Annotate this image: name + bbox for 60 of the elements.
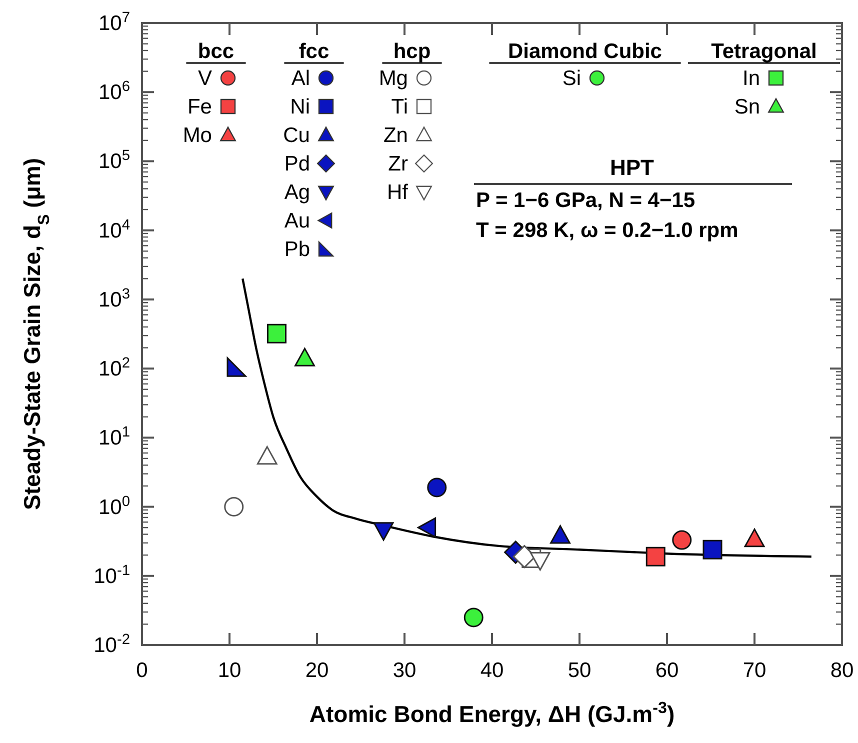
x-tick-label: 40	[480, 659, 504, 682]
x-tick-label: 10	[218, 659, 242, 682]
legend-label: Pd	[284, 152, 310, 176]
x-tick-label: 20	[305, 659, 329, 682]
x-tick-label: 70	[742, 659, 766, 682]
line-series	[242, 278, 812, 558]
legend-label: Au	[284, 210, 310, 232]
y-tick-label: 10$^{6}$	[98, 79, 130, 104]
annotation: bcc	[198, 40, 234, 63]
legend-label: Mg	[378, 67, 408, 90]
point	[267, 324, 286, 344]
point	[550, 525, 570, 544]
y-tick-label: 10$^{0}$	[98, 494, 130, 519]
legend-label: Zr	[388, 152, 408, 176]
legend-label: Al	[291, 67, 310, 90]
point	[702, 540, 722, 560]
y-tick-label: 10$^{-2}$	[94, 632, 130, 657]
legend-label: Ag	[284, 181, 310, 204]
x-tick-label: 80	[830, 659, 854, 682]
point	[294, 348, 315, 366]
legend-label: Zn	[383, 124, 408, 147]
legend-label: In	[742, 67, 760, 90]
annotation: T = 298 K, ω = 0.2−1.0 rpm	[476, 219, 738, 242]
point	[226, 357, 246, 377]
y-tick-label: 10$^{-1}$	[94, 562, 130, 588]
point	[427, 478, 447, 498]
annotation: HPT	[610, 155, 655, 180]
legend-label: Pb	[284, 238, 310, 261]
point	[646, 546, 666, 566]
legend-label: Mo	[182, 124, 212, 147]
point	[256, 446, 278, 465]
y-tick-label: 10$^{7}$	[98, 10, 130, 35]
annotation: P = 1−6 GPa, N = 4−15	[476, 189, 696, 212]
y-tick-label: 10$^{4}$	[98, 217, 130, 242]
y-tick-label: 10$^{2}$	[98, 356, 130, 381]
legend-label: Si	[562, 67, 581, 90]
x-axis-title: Atomic Bond Energy, ΔH (GJ.m$^{-3}$)	[309, 699, 675, 727]
x-tick-label: 30	[392, 659, 416, 682]
legend-label: Ti	[391, 96, 408, 118]
y-tick-label: 10$^{5}$	[98, 148, 130, 174]
legend-label: Ni	[290, 96, 310, 118]
x-tick-label: 0	[136, 659, 148, 682]
y-tick-label: 10$^{3}$	[98, 286, 130, 312]
annotation: Diamond Cubic	[508, 40, 662, 63]
point	[744, 528, 765, 548]
legend-label: Sn	[734, 96, 760, 118]
legend-label: Cu	[283, 124, 310, 147]
legend-label: Hf	[387, 181, 408, 204]
annotation: hcp	[393, 40, 431, 63]
y-tick-label: 10$^{1}$	[98, 424, 130, 450]
point	[464, 608, 484, 628]
legend-label: V	[198, 67, 212, 90]
x-tick-label: 50	[568, 659, 592, 682]
annotation: Tetragonal	[711, 40, 817, 63]
point	[224, 497, 244, 517]
annotation: fcc	[298, 40, 330, 63]
point	[417, 517, 436, 538]
x-tick-label: 60	[655, 659, 679, 682]
point	[672, 530, 692, 550]
legend-label: Fe	[187, 96, 212, 118]
